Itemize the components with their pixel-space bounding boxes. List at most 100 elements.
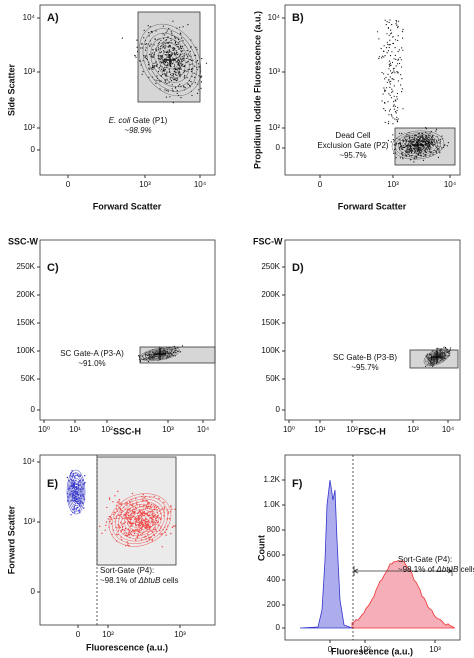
event-dot [176,61,178,63]
event-dot [427,141,430,143]
y-axis-label: Side Scatter [6,63,16,116]
event-dot [177,347,179,349]
event-dot [392,42,394,45]
event-dot [439,142,441,144]
event-dot [200,81,203,83]
event-dot [152,55,154,57]
event-dot [173,79,175,81]
event-dot [391,88,393,90]
event-dot [110,517,112,519]
event-dot [391,32,393,34]
event-dot [432,135,434,137]
gate-center [164,54,176,66]
event-dot [384,90,387,92]
event-dot [400,59,402,61]
event-dot [179,72,181,74]
event-dot [151,514,154,516]
event-dot [146,525,148,527]
event-dot [115,533,118,535]
event-dot [156,516,159,518]
event-dot [155,519,158,522]
event-dot [135,521,137,523]
event-dot [417,136,419,138]
event-dot [434,143,436,146]
event-dot [402,140,404,142]
event-dot [145,47,147,49]
event-dot [177,43,179,46]
event-dot [183,65,186,67]
density-contour [71,480,81,504]
x-tick-label: 10³ [387,180,399,189]
event-dot [386,52,388,54]
event-dot [73,511,76,513]
gate-label: ~95.7% [339,151,366,160]
event-dot [405,135,407,137]
event-dot [396,24,398,26]
event-dot [389,44,391,46]
density-contour [133,514,147,526]
event-dot [425,365,427,367]
event-dot [117,530,120,532]
y-axis-label: Propidium Iodide Fluorescence (a.u.) [252,11,262,169]
event-dot [385,76,387,78]
event-dot [409,155,411,157]
event-dot [182,45,184,47]
event-dot [118,525,121,527]
event-dot [395,112,397,114]
event-dot [397,80,399,82]
density-contour [401,135,435,155]
density-contour [430,352,444,362]
event-dot [193,72,195,74]
event-dot [177,73,180,75]
density-contour [74,488,78,496]
event-dot [143,519,146,521]
event-dot [388,81,391,83]
gate-label: Exclusion Gate (P2) [317,141,388,150]
event-dot [159,65,161,67]
event-dot [167,53,169,55]
event-dot [188,55,190,57]
x-tick-label: 10⁴ [442,425,455,434]
event-dot [383,45,385,47]
event-dot [172,525,175,527]
event-dot [184,70,186,72]
event-dot [388,110,390,112]
event-dot [176,69,179,71]
event-dot [164,68,166,70]
event-dot [145,504,147,507]
event-dot [131,492,134,495]
event-dot [173,71,175,73]
event-dot [182,26,184,28]
event-dot [425,128,428,130]
event-dot [186,61,188,64]
event-dot [176,80,178,82]
event-dot [148,31,150,34]
y-tick-label: 250K [261,262,280,271]
event-dot [164,89,166,91]
y-tick-label: 50K [21,374,36,383]
event-dot [162,59,164,62]
event-dot [191,94,193,97]
event-dot [159,512,162,515]
event-dot [140,512,142,514]
event-dot [160,56,162,59]
event-dot [439,152,441,154]
event-dot [401,91,403,93]
event-dot [154,527,156,529]
event-dot [387,139,389,141]
event-dot [147,25,149,27]
event-dot [129,503,131,505]
event-dot [159,52,161,54]
event-dot [395,58,397,61]
event-dot [394,111,397,113]
event-dot [392,36,394,38]
event-dot [144,56,146,59]
event-dot [187,68,189,70]
density-contour [67,472,85,512]
event-dot [126,541,128,543]
event-dot [153,508,155,511]
event-dot [400,74,402,76]
event-dot [155,530,158,532]
event-dot [425,139,427,142]
